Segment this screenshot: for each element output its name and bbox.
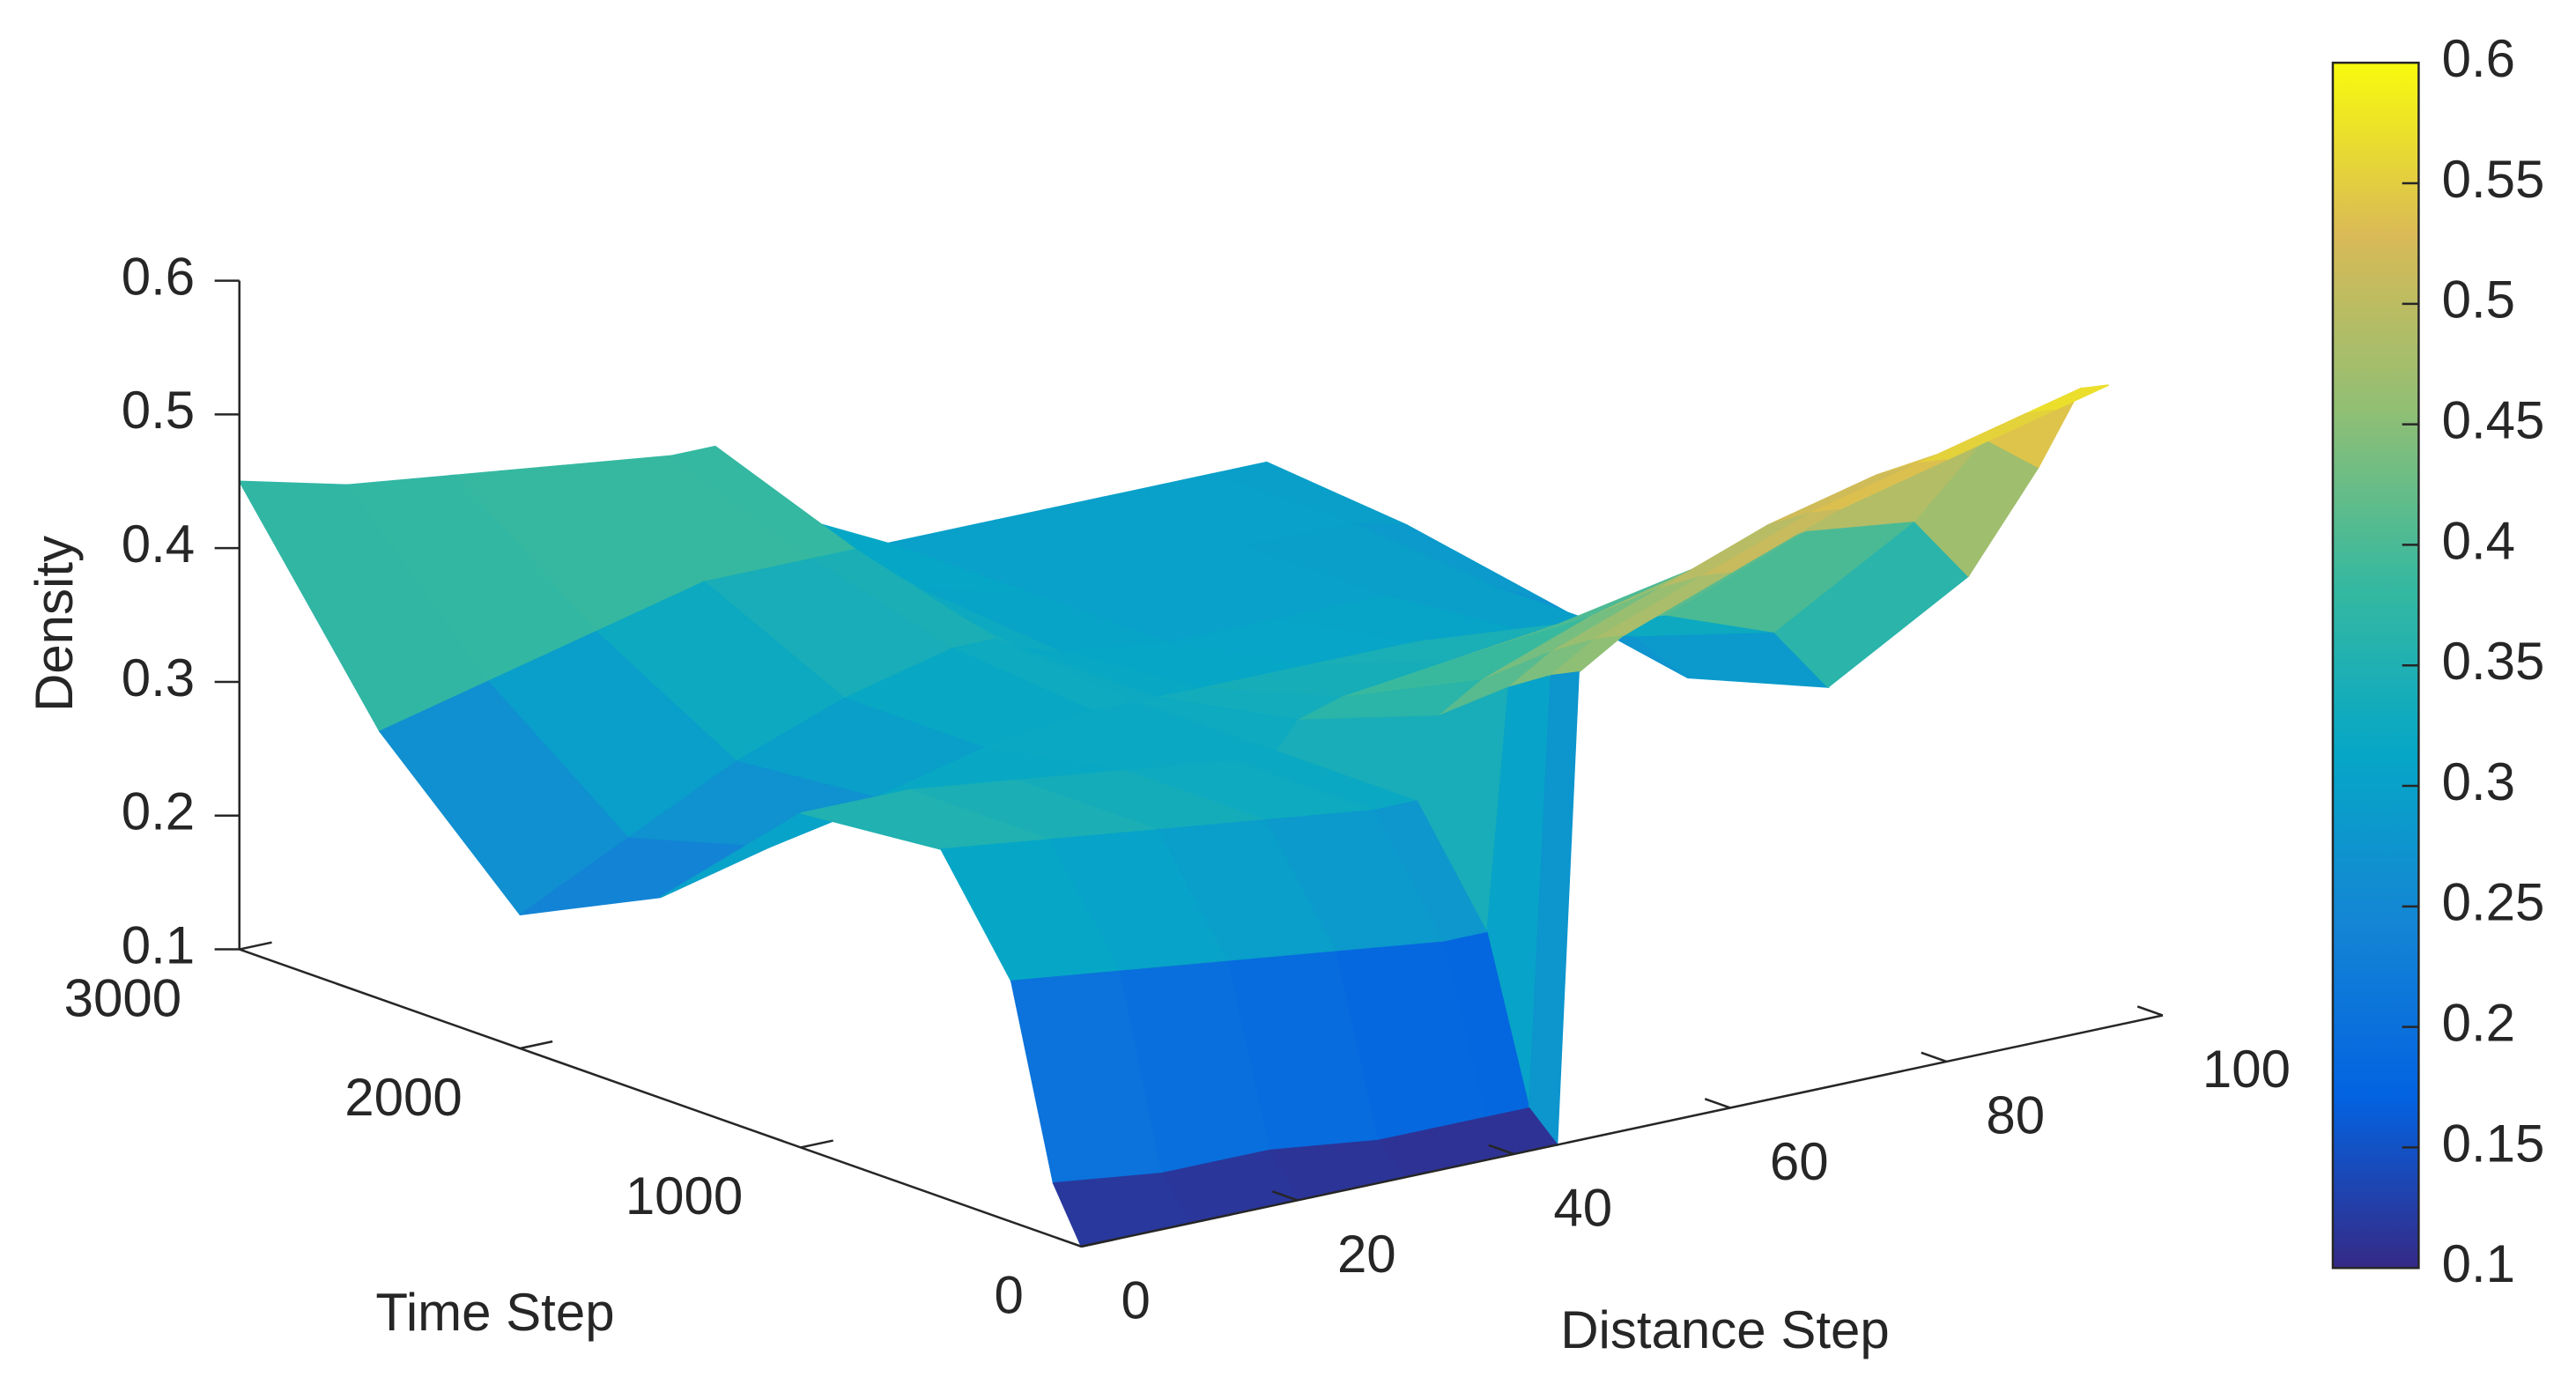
z-tick-label: 0.2 bbox=[122, 782, 195, 841]
z-tick-label: 0.5 bbox=[122, 381, 195, 440]
x-tick-label: 20 bbox=[1337, 1225, 1396, 1284]
x-tick bbox=[1704, 1098, 1731, 1109]
x-tick bbox=[1921, 1051, 1947, 1063]
z-axis-label: Density bbox=[25, 536, 84, 712]
y-tick-label: 2000 bbox=[344, 1068, 462, 1127]
colorbar-tick-label: 0.45 bbox=[2442, 390, 2545, 449]
colorbar-tick-label: 0.1 bbox=[2442, 1234, 2515, 1293]
y-axis-label: Time Step bbox=[375, 1283, 614, 1342]
z-tick-label: 0.4 bbox=[122, 515, 195, 574]
y-tick bbox=[1081, 1238, 1114, 1248]
surface bbox=[238, 384, 2109, 1248]
x-tick-label: 40 bbox=[1553, 1178, 1612, 1237]
y-tick-label: 1000 bbox=[625, 1166, 743, 1225]
x-tick bbox=[1055, 1236, 1082, 1248]
x-axis-line bbox=[1081, 1014, 2164, 1248]
z-tick-label: 0.3 bbox=[122, 648, 195, 707]
y-tick-label: 3000 bbox=[64, 968, 181, 1027]
x-tick-label: 80 bbox=[1986, 1085, 2045, 1144]
y-tick bbox=[520, 1040, 553, 1050]
colorbar-tick-label: 0.5 bbox=[2442, 270, 2515, 329]
colorbar-tick-label: 0.55 bbox=[2442, 150, 2545, 209]
colorbar-tick-label: 0.35 bbox=[2442, 632, 2545, 691]
colorbar-tick-label: 0.4 bbox=[2442, 511, 2515, 570]
x-tick bbox=[1271, 1190, 1299, 1202]
colorbar-tick-label: 0.6 bbox=[2442, 29, 2515, 88]
y-tick bbox=[239, 941, 272, 951]
x-tick-label: 0 bbox=[1121, 1270, 1150, 1329]
colorbar-tick-label: 0.2 bbox=[2442, 993, 2515, 1052]
y-tick bbox=[800, 1139, 833, 1149]
z-tick-label: 0.1 bbox=[122, 915, 195, 974]
y-tick-label: 0 bbox=[995, 1266, 1024, 1325]
axes: 02040608010001000200030000.10.20.30.40.5… bbox=[64, 247, 2291, 1329]
x-tick bbox=[1488, 1144, 1514, 1156]
z-tick-label: 0.6 bbox=[122, 247, 195, 306]
x-axis-label: Distance Step bbox=[1560, 1300, 1890, 1359]
colorbar-tick-label: 0.25 bbox=[2442, 873, 2545, 932]
x-tick bbox=[2136, 1005, 2164, 1017]
x-tick-label: 60 bbox=[1770, 1132, 1829, 1191]
colorbar-tick-label: 0.15 bbox=[2442, 1114, 2545, 1173]
x-tick-label: 100 bbox=[2202, 1040, 2291, 1099]
colorbar-tick-label: 0.3 bbox=[2442, 752, 2515, 811]
y-axis-line bbox=[239, 948, 1082, 1248]
